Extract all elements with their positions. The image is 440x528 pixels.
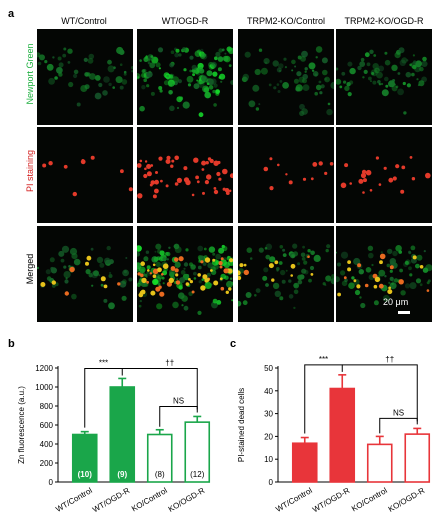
b-ytick-label: 400 (40, 440, 54, 449)
row-label-pi-staining: PI staining (25, 149, 35, 193)
b-ytick-label: 200 (40, 459, 54, 468)
b-sig-ns: NS (173, 396, 184, 405)
b-n-label: (12) (190, 470, 205, 479)
micrograph-merged-ko-ogdr (336, 226, 432, 322)
b-sig-main: *** (99, 358, 108, 367)
micrograph-pi-staining-ko-ogdr (336, 127, 432, 223)
c-ytick-label: 0 (269, 478, 274, 487)
c-sig-ns: NS (393, 408, 404, 417)
b-ytick-label: 1000 (35, 383, 53, 392)
micrograph-merged-ko-control (238, 226, 334, 322)
b-bar (71, 433, 98, 483)
micrograph-newport-green-ko-control (238, 29, 334, 125)
c-ytick-label: 30 (264, 410, 273, 419)
micrograph-merged-wt-ogdr (137, 226, 233, 322)
b-n-label: (9) (117, 470, 127, 479)
micrograph-newport-green-ko-ogdr (336, 29, 432, 125)
c-category-label: KO/Control (350, 486, 389, 514)
b-ytick-label: 1200 (35, 364, 53, 373)
panel-b-letter: b (8, 338, 15, 350)
col-title-ko-control: TRPM2-KO/Control (246, 16, 326, 26)
row-label-merged: Merged (25, 253, 35, 285)
c-category-label: WT/OGD-R (311, 486, 351, 515)
scale-bar (398, 311, 410, 314)
c-sig-bracket-ko (342, 364, 418, 425)
c-bar (366, 443, 393, 483)
micrograph-merged-wt-control (37, 226, 133, 322)
b-ytick-label: 600 (40, 421, 54, 430)
c-bar (291, 442, 318, 483)
micrograph-newport-green-wt-ogdr (137, 29, 233, 125)
b-ylabel: Zn fluorescence (a.u.) (17, 386, 26, 464)
c-sig-main: *** (319, 355, 328, 364)
c-sig-bracket-ns (379, 417, 418, 434)
panel-a-letter: a (8, 8, 15, 20)
b-ytick-label: 0 (49, 478, 54, 487)
c-bar (329, 387, 356, 483)
c-ytick-label: 10 (264, 455, 273, 464)
b-category-label: WT/OGD-R (91, 486, 131, 515)
c-category-label: WT/Control (274, 486, 314, 514)
b-sig-bracket-ns (159, 405, 198, 427)
chart-pi-dead-cells: 0 10 20 30 40 50 PI-stained dead cells WT/Contr… (237, 355, 431, 515)
c-sig-ko: †† (385, 355, 394, 364)
c-category-label: KO/OGD-R (387, 486, 427, 514)
b-n-label: (10) (78, 470, 93, 479)
b-sig-bracket-main (84, 367, 123, 428)
micrograph-pi-staining-wt-control (37, 127, 133, 223)
c-ylabel: PI-stained dead cells (237, 388, 246, 462)
c-ytick-label: 50 (264, 364, 273, 373)
b-bar (109, 386, 136, 483)
b-sig-ko: †† (165, 358, 174, 367)
row-label-newport-green: Newport Green (25, 43, 35, 105)
micrograph-newport-green-wt-control (37, 29, 133, 125)
b-category-label: KO/OGD-R (167, 486, 207, 514)
b-category-label: WT/Control (54, 486, 94, 514)
c-ytick-label: 40 (264, 387, 273, 396)
panel-c-letter: c (230, 338, 237, 350)
b-n-label: (8) (155, 470, 165, 479)
micrograph-pi-staining-wt-ogdr (137, 127, 233, 223)
scale-bar-label: 20 μm (383, 297, 409, 307)
b-category-label: KO/Control (130, 486, 169, 514)
c-bar (404, 433, 431, 483)
col-title-wt-control: WT/Control (61, 16, 107, 26)
c-sig-bracket-main (304, 364, 343, 434)
b-ytick-label: 800 (40, 402, 54, 411)
col-title-ko-ogdr: TRPM2-KO/OGD-R (344, 16, 424, 26)
b-bar (184, 421, 211, 483)
b-sig-bracket-ko (122, 367, 198, 413)
chart-zn-fluorescence: 0 200 400 600 800 1000 1200 Zn fluorescence (a.… (17, 358, 211, 515)
c-ytick-label: 20 (264, 432, 273, 441)
col-title-wt-ogdr: WT/OGD-R (161, 16, 209, 26)
micrograph-pi-staining-ko-control (238, 127, 334, 223)
